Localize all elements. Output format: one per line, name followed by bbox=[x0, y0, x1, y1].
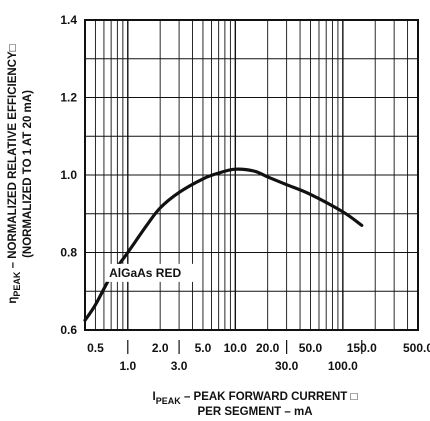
plot-frame bbox=[84, 19, 419, 331]
x-tick-label: 5.0 bbox=[195, 341, 212, 355]
y-tick-label: 0.8 bbox=[60, 246, 77, 260]
x-axis-title-line2: PER SEGMENT – mA bbox=[197, 406, 312, 418]
y-tick-label: 1.4 bbox=[60, 13, 77, 27]
x-tick-label: 1.0 bbox=[119, 359, 136, 373]
series-label-background bbox=[106, 263, 197, 282]
x-axis-title-line1: IPEAK – PEAK FORWARD CURRENT □ bbox=[153, 391, 358, 406]
x-tick-labels: 0.51.02.03.05.0 10.0 20.030.050.0100.0150.… bbox=[87, 340, 430, 373]
y-tick-label: 1.0 bbox=[60, 168, 77, 182]
x-tick-label: 10.0 bbox=[224, 341, 248, 355]
x-tick-label: 50.0 bbox=[299, 341, 323, 355]
x-tick-label: 500.0 bbox=[403, 341, 430, 355]
x-tick-label: 100.0 bbox=[328, 359, 358, 373]
y-tick-label: 1.2 bbox=[60, 91, 77, 105]
x-tick-label: 2.0 bbox=[152, 341, 169, 355]
x-tick-label: 3.0 bbox=[171, 359, 188, 373]
x-tick-label: 20.0 bbox=[256, 341, 280, 355]
series-label: AlGaAs RED bbox=[109, 266, 181, 280]
annotations: AlGaAs RED bbox=[106, 263, 197, 282]
y-axis-title-line1: ηPEAK – NORMALIZED RELATIVE EFFICIENCY□ bbox=[7, 44, 22, 303]
series-line-algaas-red bbox=[83, 167, 364, 322]
y-tick-labels: 0.6 0.8 1.0 1.2 1.4 bbox=[60, 13, 77, 337]
y-axis-title-line2: (NORMALIZED TO 1 AT 20 mA) bbox=[22, 90, 34, 258]
x-tick-label: 0.5 bbox=[87, 341, 104, 355]
grid bbox=[85, 20, 418, 330]
curve-layer bbox=[83, 167, 364, 322]
x-tick-label: 30.0 bbox=[275, 359, 299, 373]
y-tick-label: 0.6 bbox=[60, 323, 77, 337]
